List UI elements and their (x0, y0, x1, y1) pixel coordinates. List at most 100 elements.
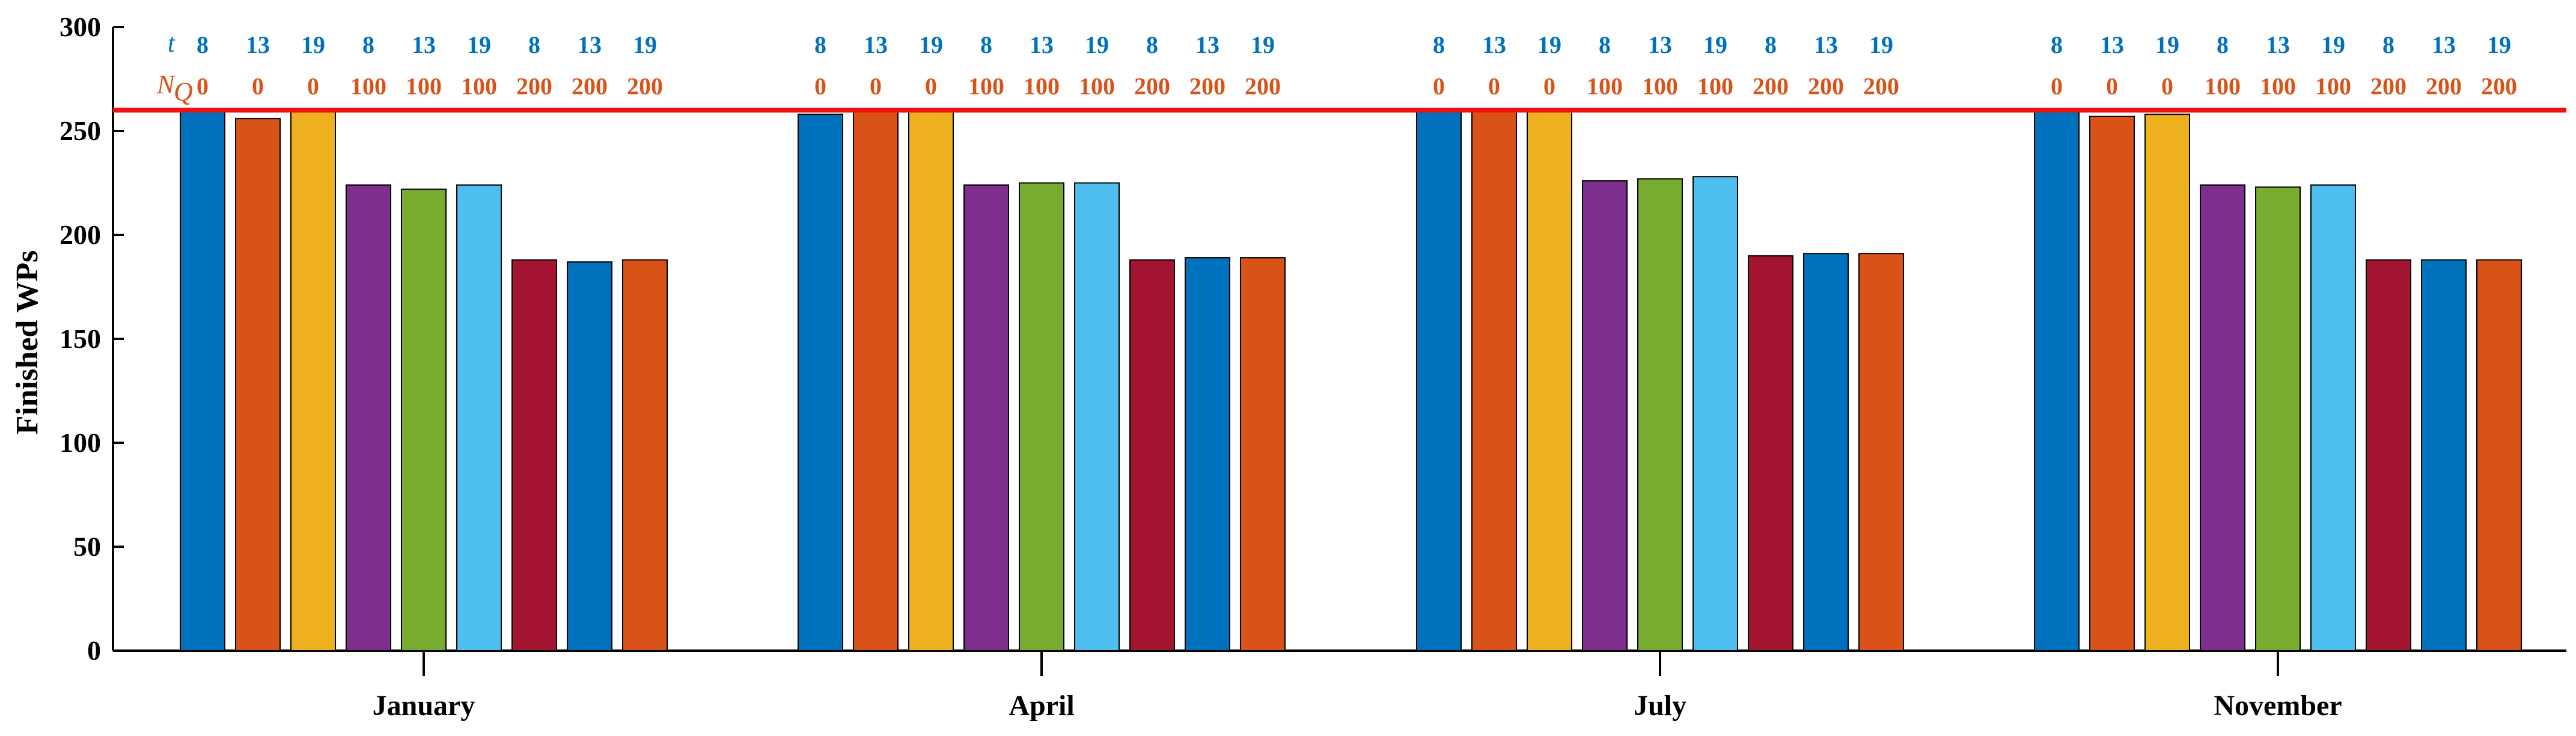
bar (2255, 186, 2301, 652)
annotation-t-value: 19 (2155, 31, 2179, 58)
annotation-t-value: 19 (1537, 31, 1561, 58)
annotation-nq-value: 100 (1024, 73, 1060, 100)
annotation-t-value: 19 (919, 31, 943, 58)
x-category-label: April (1009, 690, 1074, 722)
bar (1748, 255, 1793, 652)
bar (401, 188, 447, 651)
annotation-t-value: 8 (197, 31, 209, 58)
annotation-nq-value: 0 (870, 73, 882, 100)
bar (290, 109, 336, 651)
bar (2310, 184, 2356, 651)
bar (2366, 259, 2411, 651)
bar (2421, 259, 2467, 651)
annotation-nq-symbol: N (156, 70, 176, 99)
annotation-nq-value: 100 (461, 73, 497, 100)
annotation-t-value: 13 (578, 31, 602, 58)
annotation-nq-value: 0 (2161, 73, 2173, 100)
annotation-nq-value: 100 (1642, 73, 1678, 100)
bar (456, 184, 502, 651)
annotation-nq-value: 0 (2051, 73, 2063, 100)
y-tick-label: 50 (73, 531, 101, 562)
y-tick-label: 250 (60, 115, 101, 146)
x-category-label: November (2214, 690, 2342, 722)
y-tick-label: 0 (87, 635, 101, 666)
annotation-t-value: 19 (1085, 31, 1109, 58)
bar (1803, 253, 1849, 651)
bar (1416, 109, 1462, 651)
annotation-t-value: 13 (2266, 31, 2290, 58)
annotation-t-value: 13 (1482, 31, 1506, 58)
x-category-label: July (1634, 690, 1686, 722)
annotation-nq-value: 200 (572, 73, 608, 100)
annotation-nq-value: 200 (1863, 73, 1899, 100)
annotation-nq-value: 200 (1189, 73, 1225, 100)
bar (2034, 109, 2080, 651)
annotation-t-value: 8 (1146, 31, 1158, 58)
bar (180, 109, 225, 651)
annotation-nq-value: 0 (2106, 73, 2118, 100)
annotation-t-value: 8 (2217, 31, 2229, 58)
bar (1129, 259, 1175, 651)
annotation-t-value: 19 (2487, 31, 2511, 58)
bar (2200, 184, 2245, 651)
bar (1858, 253, 1904, 651)
bar (1527, 109, 1572, 651)
annotation-nq-value: 200 (1134, 73, 1170, 100)
bar (2144, 114, 2190, 651)
bar (622, 259, 668, 651)
annotation-t-value: 13 (1814, 31, 1838, 58)
annotation-nq-value: 200 (627, 73, 663, 100)
y-tick-label: 100 (60, 427, 101, 458)
x-category-label: January (373, 690, 475, 722)
annotation-nq-value: 100 (350, 73, 386, 100)
annotation-t-value: 13 (864, 31, 888, 58)
annotation-nq-value: 200 (1808, 73, 1844, 100)
annotation-t-value: 8 (528, 31, 540, 58)
bar (1019, 182, 1064, 651)
annotation-t-symbol: t (168, 28, 176, 58)
bar (798, 114, 843, 651)
annotation-t-value: 19 (633, 31, 657, 58)
annotation-t-value: 13 (1195, 31, 1219, 58)
bar (963, 184, 1009, 651)
annotation-t-value: 8 (1765, 31, 1777, 58)
annotation-t-value: 19 (2321, 31, 2345, 58)
annotation-nq-value: 200 (2481, 73, 2517, 100)
y-axis-title: Finished WPs (10, 251, 44, 435)
annotation-nq-value: 100 (1079, 73, 1115, 100)
bar (511, 259, 557, 651)
annotation-t-value: 19 (301, 31, 325, 58)
annotation-t-value: 13 (2432, 31, 2456, 58)
annotation-t-value: 8 (362, 31, 374, 58)
annotation-nq-value: 100 (2205, 73, 2241, 100)
annotation-nq-value: 100 (2315, 73, 2351, 100)
annotation-nq-value: 200 (1753, 73, 1789, 100)
bar (853, 109, 899, 651)
annotation-t-value: 19 (1703, 31, 1727, 58)
bar (1074, 182, 1120, 651)
annotation-nq-value: 200 (2370, 73, 2407, 100)
annotation-nq-value: 200 (1245, 73, 1281, 100)
annotation-nq-value: 0 (1543, 73, 1555, 100)
annotation-t-value: 19 (1869, 31, 1893, 58)
annotation-nq-value: 100 (406, 73, 442, 100)
bar (1185, 257, 1230, 651)
annotation-nq-value: 100 (1697, 73, 1733, 100)
annotation-nq-value: 0 (925, 73, 937, 100)
annotation-t-value: 19 (1251, 31, 1275, 58)
annotation-t-value: 13 (246, 31, 270, 58)
bar (567, 261, 612, 652)
annotation-t-value: 19 (467, 31, 491, 58)
bar (346, 184, 391, 651)
annotations: 8 0 13 0 19 0 8 100 13 100 19 100 8 200 13 200 19 200 8 0 13… (156, 28, 2517, 106)
annotation-nq-value: 100 (968, 73, 1004, 100)
annotation-nq-value: 0 (814, 73, 826, 100)
annotation-nq-value: 100 (1587, 73, 1623, 100)
annotation-nq-value: 100 (2260, 73, 2296, 100)
annotation-nq-value: 200 (2426, 73, 2462, 100)
annotation-nq-value: 0 (197, 73, 209, 100)
annotation-t-value: 8 (2382, 31, 2394, 58)
annotation-nq-value: 0 (1433, 73, 1445, 100)
bar (1582, 180, 1628, 652)
annotation-nq-value: 200 (516, 73, 552, 100)
